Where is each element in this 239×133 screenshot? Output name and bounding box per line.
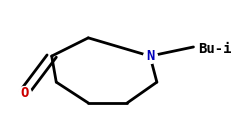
- Text: O: O: [20, 86, 28, 99]
- Text: N: N: [146, 49, 154, 63]
- Text: Bu-i: Bu-i: [198, 42, 232, 56]
